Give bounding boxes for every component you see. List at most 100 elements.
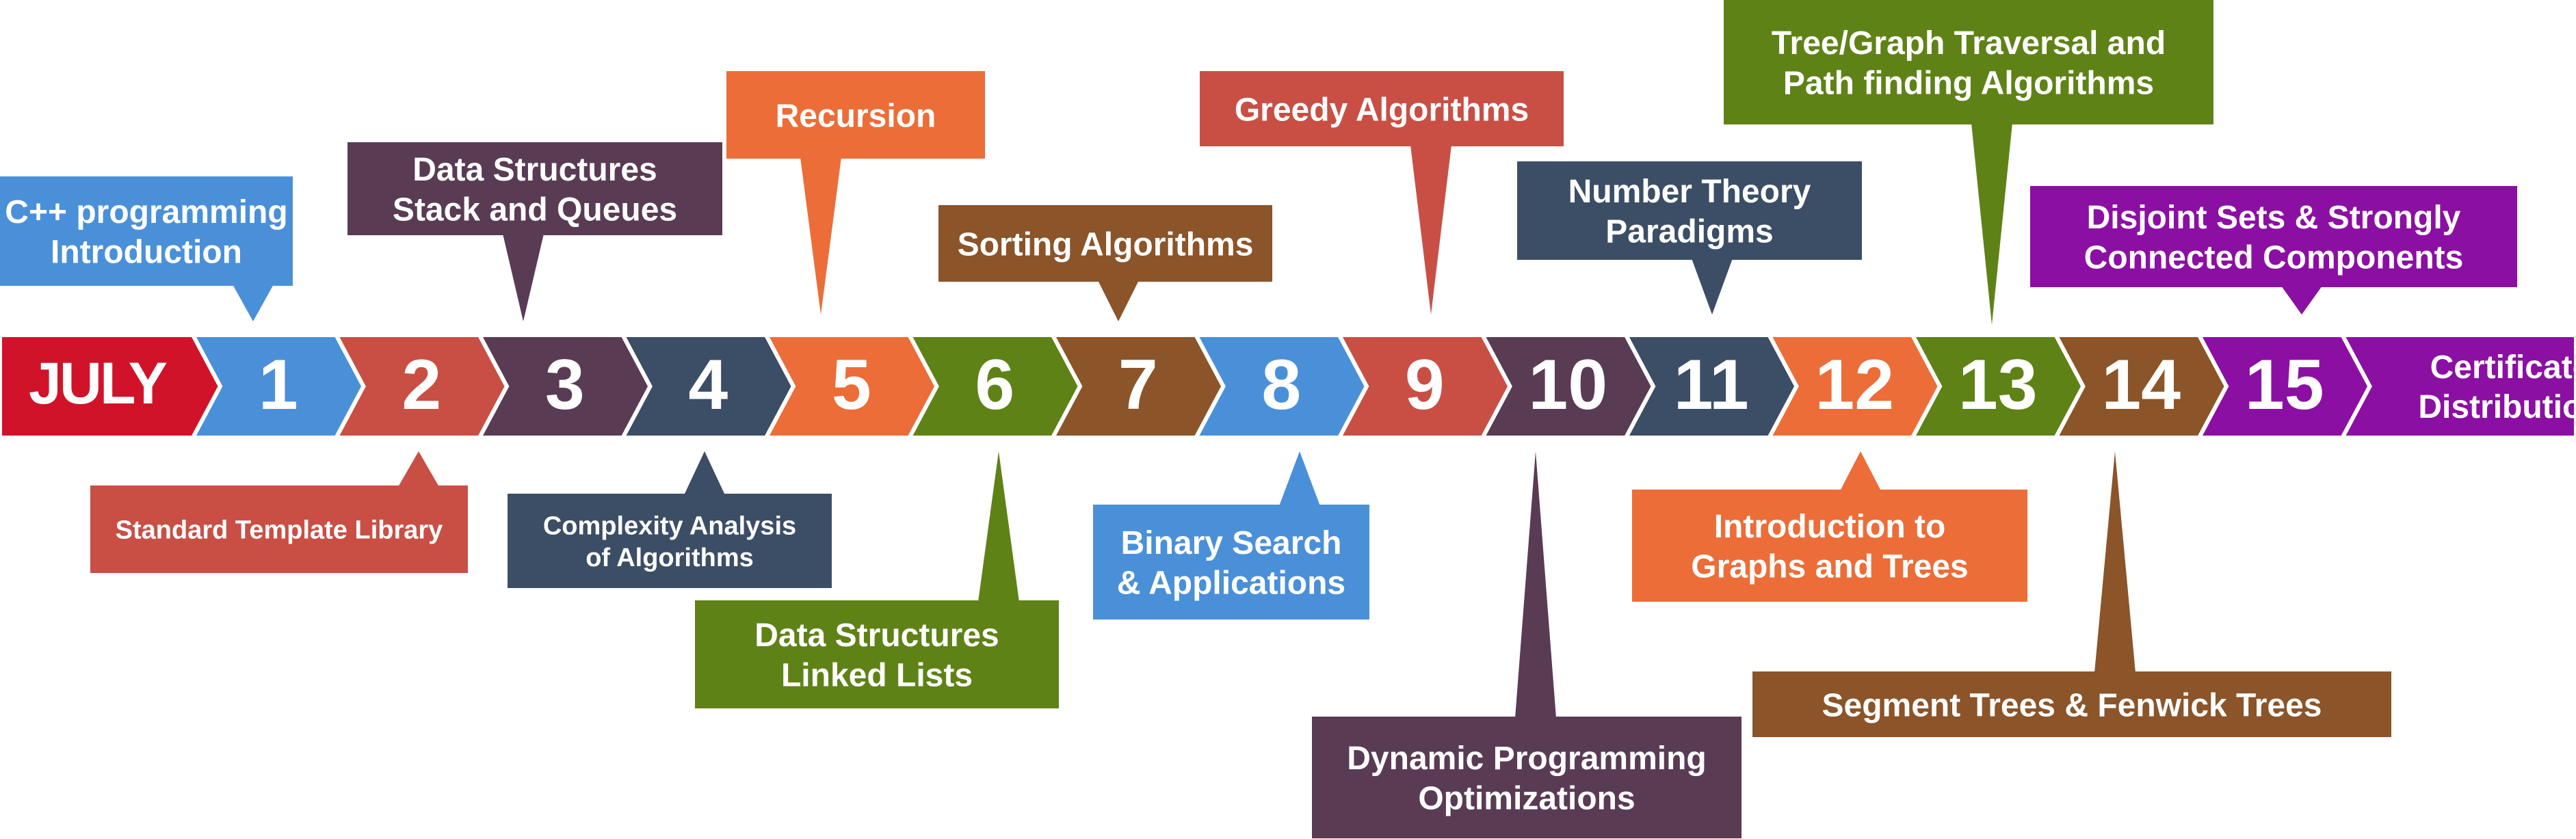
step-number: 12: [1815, 345, 1894, 425]
callout-step-5: Recursion: [726, 71, 985, 315]
timeline-step-6: 6: [906, 333, 1083, 440]
timeline-step-9: 9: [1336, 333, 1512, 440]
callout-text: Dynamic Programming: [1347, 741, 1706, 777]
callout-box: [1093, 505, 1369, 620]
callout-step-8: Binary Search & Applications: [1093, 451, 1369, 620]
step-number: 4: [688, 345, 728, 425]
callout-pointer: [1098, 280, 1139, 321]
timeline-end: CertificateDistribution: [2339, 333, 2576, 440]
callout-pointer: [2094, 451, 2135, 673]
timeline-end-label: Certificate: [2430, 349, 2576, 386]
timeline-end-label: Distribution: [2418, 389, 2576, 425]
callout-text: Linked Lists: [781, 658, 973, 694]
callout-text: Stack and Queues: [393, 192, 677, 228]
timeline-step-12: 12: [1765, 333, 1943, 440]
callout-text: Disjoint Sets & Strongly: [2087, 200, 2461, 236]
step-number: 9: [1405, 345, 1445, 425]
callout-text: Complexity Analysis: [543, 512, 796, 541]
callout-pointer: [1279, 451, 1320, 506]
callout-text: of Algorithms: [586, 544, 754, 572]
callout-pointer: [1840, 451, 1881, 491]
timeline-start: JULY: [0, 333, 223, 440]
callout-text: Sorting Algorithms: [958, 226, 1254, 263]
callout-pointer: [233, 284, 274, 321]
callout-text: Greedy Algorithms: [1235, 92, 1529, 128]
callout-text: Number Theory: [1568, 174, 1811, 210]
callout-pointer: [1515, 451, 1556, 718]
callout-text: Tree/Graph Traversal and: [1772, 25, 2166, 62]
callout-text: Introduction: [51, 235, 242, 271]
callout-pointer: [398, 451, 439, 487]
step-number: 6: [975, 345, 1014, 425]
callout-step-6: Data Structures Linked Lists: [695, 451, 1059, 708]
callout-box: [1632, 490, 2027, 602]
callout-box: [2030, 186, 2517, 287]
step-number: 13: [1958, 345, 2038, 425]
timeline-step-10: 10: [1479, 333, 1656, 440]
callout-step-3: Data Structures Stack and Queues: [347, 142, 722, 321]
callout-pointer: [1410, 145, 1451, 315]
callout-step-4: Complexity Analysis of Algorithms: [508, 451, 832, 588]
callout-step-11: Number Theory Paradigms: [1517, 161, 1862, 315]
callout-box: [695, 600, 1059, 708]
callout-box: [726, 71, 985, 159]
step-number: 15: [2245, 345, 2324, 425]
callout-text: Standard Template Library: [116, 516, 443, 545]
step-number: 10: [1528, 345, 1607, 425]
callout-pointer: [503, 234, 544, 321]
callout-pointer: [1692, 258, 1733, 315]
timeline-step-7: 7: [1049, 333, 1226, 440]
callout-pointer: [800, 157, 841, 315]
step-number: 8: [1261, 345, 1301, 425]
step-number: 11: [1674, 345, 1749, 425]
callout-text: Connected Components: [2084, 240, 2464, 276]
timeline-step-1: 1: [189, 333, 366, 440]
callout-box: [90, 485, 468, 573]
callout-step-12: Introduction to Graphs and Trees: [1632, 451, 2027, 602]
callout-step-2: Standard Template Library: [90, 451, 468, 573]
callout-box: [508, 494, 832, 588]
step-number: 2: [402, 345, 441, 425]
callout-step-9: Greedy Algorithms: [1200, 71, 1564, 315]
callout-text: Recursion: [776, 98, 936, 134]
callout-text: Segment Trees & Fenwick Trees: [1822, 687, 2322, 723]
callout-text: Graphs and Trees: [1691, 549, 1969, 585]
callout-pointer: [2281, 286, 2322, 315]
callout-step-14: Segment Trees & Fenwick Trees: [1752, 451, 2391, 737]
callout-pointer: [1971, 123, 2012, 325]
callout-box: [1724, 0, 2213, 124]
callout-box: [0, 176, 293, 286]
callout-text: Binary Search: [1121, 525, 1342, 561]
step-number: 3: [545, 345, 585, 425]
callout-box: [1200, 71, 1564, 146]
callout-pointer: [978, 451, 1019, 602]
callout-step-10: Dynamic Programming Optimizations: [1312, 451, 1742, 838]
callout-box: [1517, 161, 1862, 260]
callout-step-1: C++ programming Introduction: [0, 176, 293, 321]
callout-box: [347, 142, 722, 235]
timeline-step-14: 14: [2052, 333, 2229, 440]
callout-text: Paradigms: [1605, 214, 1773, 250]
callout-step-15: Disjoint Sets & Strongly Connected Compon…: [2030, 186, 2517, 315]
timeline-step-4: 4: [619, 333, 796, 440]
callout-text: C++ programming: [5, 194, 287, 230]
timeline-step-15: 15: [2196, 333, 2372, 440]
callout-pointer: [684, 451, 725, 495]
timeline-start-label: JULY: [29, 351, 167, 416]
callout-text: Introduction to: [1714, 509, 1946, 545]
step-number: 7: [1118, 345, 1158, 425]
step-number: 5: [832, 345, 871, 425]
callout-text: & Applications: [1117, 565, 1345, 602]
timeline-step-2: 2: [332, 333, 510, 440]
callout-text: Path finding Algorithms: [1783, 66, 2154, 102]
timeline-end-arrow: [2339, 333, 2576, 440]
callout-step-7: Sorting Algorithms: [938, 205, 1272, 321]
timeline-step-5: 5: [763, 333, 939, 440]
step-number: 1: [259, 345, 298, 425]
timeline-step-3: 3: [476, 333, 653, 440]
step-number: 14: [2101, 345, 2181, 425]
timeline-step-11: 11: [1622, 333, 1799, 440]
callout-text: Optimizations: [1418, 781, 1635, 817]
callout-text: Data Structures: [412, 152, 657, 188]
